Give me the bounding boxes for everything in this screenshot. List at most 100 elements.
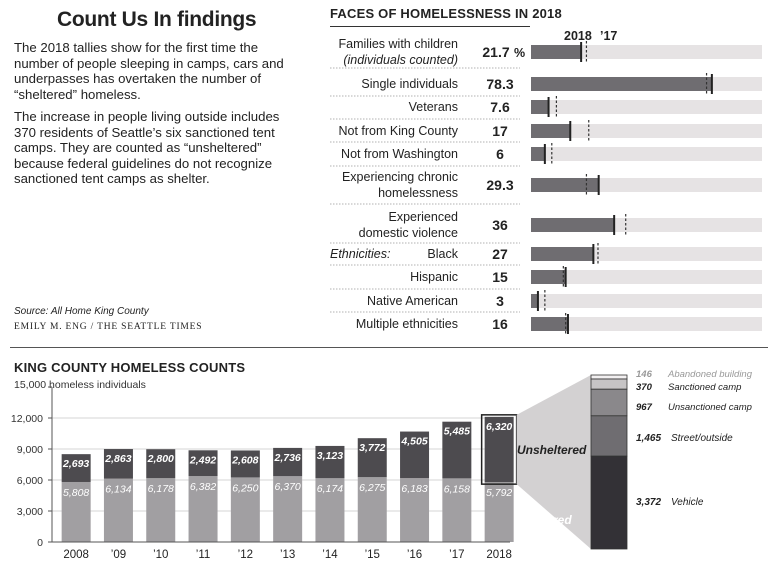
unsheltered-value-label: 2,693 bbox=[62, 458, 89, 470]
unsheltered-value-label: 2,800 bbox=[147, 453, 174, 465]
breakdown-segment bbox=[590, 388, 628, 417]
bar-unsheltered bbox=[273, 447, 303, 477]
bar-2018 bbox=[531, 317, 568, 331]
x-tick-label: ’16 bbox=[407, 549, 422, 561]
bar-2018 bbox=[531, 178, 599, 192]
bar-2018 bbox=[531, 147, 545, 161]
unsheltered-value-label: 2,608 bbox=[231, 454, 258, 466]
row-label: homelessness bbox=[378, 186, 458, 200]
x-tick-label: ’11 bbox=[196, 549, 211, 561]
sheltered-value-label: 6,275 bbox=[359, 482, 385, 494]
y-tick-label: 9,000 bbox=[17, 444, 43, 456]
row-value: 29.3 bbox=[486, 177, 513, 193]
x-tick-label: ’15 bbox=[365, 549, 380, 561]
bar-sheltered bbox=[484, 482, 514, 542]
breakdown-value: 1,465 bbox=[636, 433, 661, 444]
sheltered-value-label: 6,250 bbox=[232, 482, 258, 494]
row-label: Experiencing chronic bbox=[342, 170, 458, 184]
bar-2018 bbox=[531, 270, 566, 284]
row-label: Single individuals bbox=[361, 77, 458, 91]
unsheltered-value-label: 2,863 bbox=[104, 453, 131, 465]
row-value: 27 bbox=[492, 246, 508, 262]
unsheltered-value-label: 6,320 bbox=[486, 421, 512, 433]
row-value-unit: % bbox=[514, 46, 525, 60]
bar-2018 bbox=[531, 77, 712, 91]
row-value: 15 bbox=[492, 269, 508, 285]
breakdown-segment bbox=[590, 374, 628, 380]
bar-unsheltered bbox=[442, 421, 472, 479]
bar-2018 bbox=[531, 100, 549, 114]
row-value: 21.7 bbox=[482, 44, 509, 60]
row-label: Families with children bbox=[339, 37, 459, 51]
series-label-sheltered: Sheltered bbox=[517, 513, 572, 527]
intro-paragraph-1: The 2018 tallies show for the first time… bbox=[14, 40, 284, 102]
bar-2018 bbox=[531, 294, 538, 308]
bar-2018 bbox=[531, 247, 594, 261]
bar-unsheltered bbox=[484, 416, 514, 483]
bar-unsheltered bbox=[315, 445, 345, 479]
bar-unsheltered bbox=[357, 438, 387, 478]
bar-sheltered bbox=[188, 476, 218, 542]
zoom-connector bbox=[516, 375, 591, 549]
unsheltered-value-label: 3,772 bbox=[359, 442, 385, 454]
x-tick-label: ’09 bbox=[111, 549, 126, 561]
faces-title-rule bbox=[330, 26, 530, 27]
sheltered-value-label: 6,134 bbox=[105, 484, 131, 496]
row-value: 17 bbox=[492, 123, 508, 139]
bar-unsheltered bbox=[188, 450, 218, 477]
unsheltered-value-label: 2,736 bbox=[274, 452, 301, 464]
bar-track bbox=[531, 294, 762, 308]
bar-sheltered bbox=[400, 478, 430, 542]
intro-paragraph-2: The increase in people living outside in… bbox=[14, 109, 280, 187]
y-tick-label: 0 bbox=[37, 537, 43, 549]
bar-sheltered bbox=[442, 478, 472, 542]
series-label-unsheltered: Unsheltered bbox=[517, 443, 587, 457]
sheltered-value-label: 6,174 bbox=[317, 483, 343, 495]
page-title: Count Us In findings bbox=[57, 8, 257, 31]
sheltered-value-label: 5,808 bbox=[63, 487, 89, 499]
breakdown-segment bbox=[590, 455, 628, 550]
unsheltered-value-label: 5,485 bbox=[444, 426, 470, 438]
bar-unsheltered bbox=[61, 454, 91, 482]
sheltered-value-label: 6,183 bbox=[401, 483, 427, 495]
x-tick-label: ’17 bbox=[449, 549, 464, 561]
x-tick-label: 2018 bbox=[486, 549, 512, 561]
x-tick-label: ’13 bbox=[280, 549, 295, 561]
counts-y-axis-label: 15,000 homeless individuals bbox=[14, 379, 146, 391]
row-value: 3 bbox=[496, 293, 504, 309]
legend-2017: ’17 bbox=[600, 29, 617, 43]
breakdown-label: Abandoned building bbox=[667, 369, 753, 380]
row-label: Experienced bbox=[389, 210, 459, 224]
y-tick-label: 6,000 bbox=[17, 475, 43, 487]
unsheltered-value-label: 3,123 bbox=[317, 450, 343, 462]
bar-track bbox=[531, 147, 762, 161]
counts-chart-title: KING COUNTY HOMELESS COUNTS bbox=[14, 360, 246, 375]
row-value: 36 bbox=[492, 217, 508, 233]
breakdown-value: 3,372 bbox=[636, 497, 661, 508]
bar-2018 bbox=[531, 124, 571, 138]
bar-sheltered bbox=[230, 477, 260, 542]
ethnicities-label: Ethnicities: bbox=[330, 247, 390, 261]
bar-track bbox=[531, 317, 762, 331]
bar-unsheltered bbox=[400, 431, 430, 479]
breakdown-label: Street/outside bbox=[671, 433, 733, 444]
sheltered-value-label: 6,370 bbox=[275, 481, 301, 493]
row-value: 78.3 bbox=[486, 76, 513, 92]
row-label: Black bbox=[427, 247, 458, 261]
x-tick-label: ’12 bbox=[238, 549, 253, 561]
breakdown-label: Unsanctioned camp bbox=[668, 402, 752, 413]
breakdown-value: 370 bbox=[636, 382, 653, 393]
sheltered-value-label: 6,178 bbox=[148, 483, 174, 495]
faces-chart-title: FACES OF HOMELESSNESS IN 2018 bbox=[330, 6, 562, 21]
sheltered-value-label: 5,792 bbox=[486, 487, 512, 499]
breakdown-segment bbox=[590, 378, 628, 390]
bar-sheltered bbox=[357, 477, 387, 542]
x-tick-label: ’10 bbox=[153, 549, 168, 561]
y-tick-label: 3,000 bbox=[17, 506, 43, 518]
legend-2018: 2018 bbox=[564, 29, 592, 43]
x-tick-label: ’14 bbox=[322, 549, 338, 561]
row-label: Not from Washington bbox=[341, 147, 458, 161]
x-tick-label: 2008 bbox=[63, 549, 89, 561]
breakdown-label: Vehicle bbox=[671, 497, 704, 508]
